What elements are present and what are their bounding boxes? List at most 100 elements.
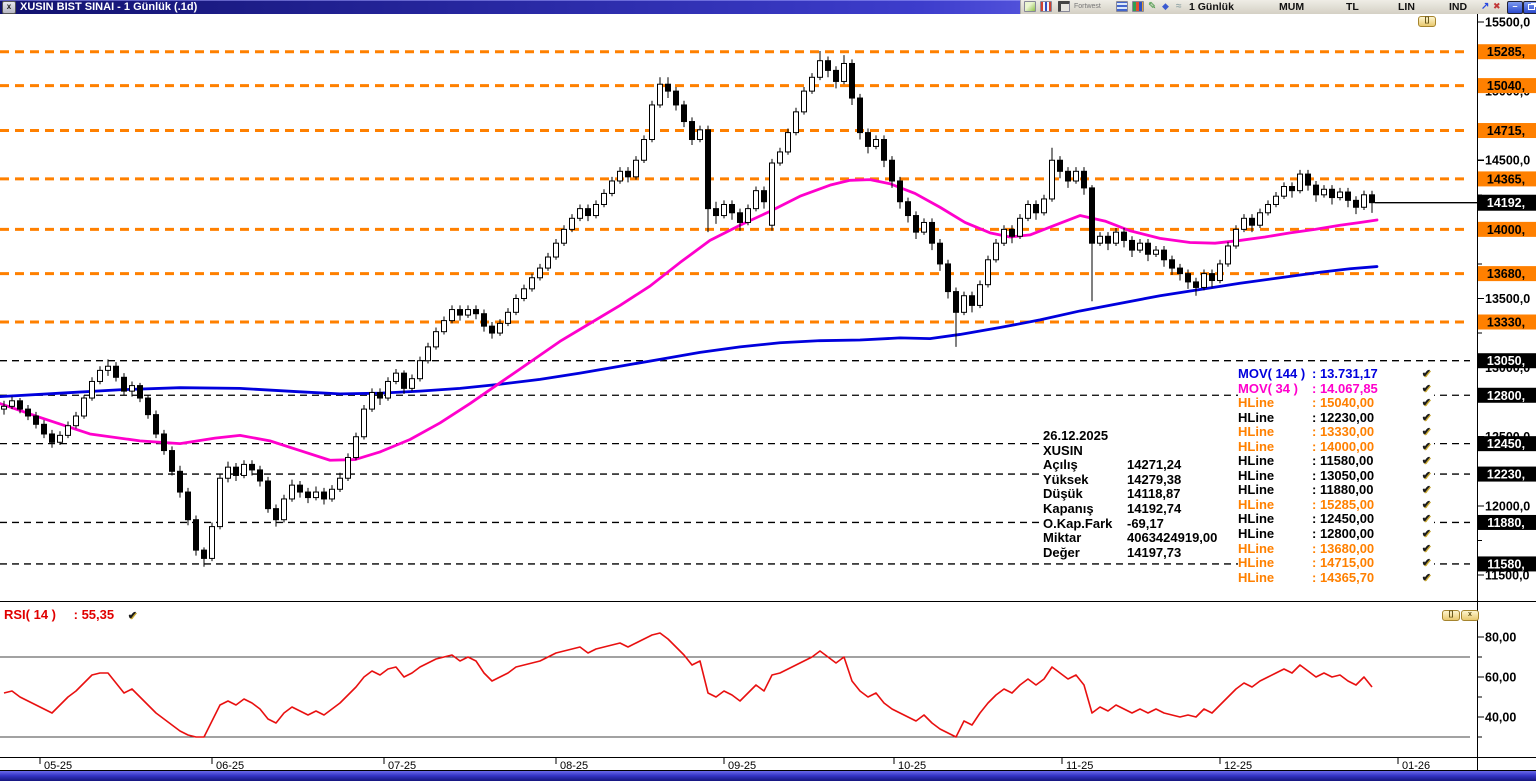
chart-close-icon[interactable]: x — [2, 1, 16, 14]
legend-row[interactable]: HLine: 11880,00 ✔ — [1238, 483, 1434, 498]
legend-row[interactable]: HLine: 15285,00 ✔ — [1238, 497, 1434, 513]
hline-price-chip[interactable] — [1478, 556, 1536, 572]
legend-visibility-check-icon[interactable]: ✔ — [1421, 513, 1431, 526]
legend-row[interactable]: HLine: 15040,00 ✔ — [1238, 395, 1434, 411]
candle — [305, 491, 311, 499]
legend-visibility-check-icon[interactable]: ✔ — [1421, 528, 1431, 541]
current-price-chip — [1478, 194, 1536, 211]
info-row: Değer 14197,73 — [1043, 545, 1239, 561]
legend-visibility-check-icon[interactable]: ✔ — [1421, 542, 1431, 555]
rsi-axis-label: 40,00 — [1485, 711, 1516, 725]
hline-price-chip-label: 12800, — [1487, 389, 1525, 403]
month-label: 01-26 — [1402, 760, 1430, 772]
hline-price-chip[interactable] — [1478, 353, 1536, 369]
chart-style-icon[interactable] — [1040, 1, 1052, 12]
candle — [1233, 228, 1239, 247]
chart-type-button[interactable]: MUM — [1279, 1, 1305, 13]
restore-button[interactable] — [1523, 1, 1536, 14]
legend-visibility-check-icon[interactable]: ✔ — [1421, 440, 1431, 453]
candle — [1025, 203, 1031, 219]
compass-icon[interactable]: ◆ — [1162, 1, 1169, 11]
hline-price-chip[interactable] — [1478, 44, 1536, 60]
hline-price-chip[interactable] — [1478, 221, 1536, 237]
legend-row[interactable]: HLine: 11580,00 ✔ — [1238, 454, 1434, 469]
hline-price-chip-label: 11880, — [1487, 516, 1525, 530]
rsi-panel-maximize-button[interactable]: [] — [1442, 610, 1460, 621]
hline-price-chip[interactable] — [1478, 314, 1536, 330]
hline-price-chip[interactable] — [1478, 123, 1536, 139]
minimize-button[interactable]: – — [1507, 1, 1523, 14]
candle — [1329, 188, 1335, 199]
hline-price-chip-label: 12230, — [1487, 468, 1525, 482]
rsi-visibility-check-icon[interactable]: ✔ — [127, 610, 137, 622]
legend-row[interactable]: HLine: 12450,00 ✔ — [1238, 512, 1434, 527]
candle — [1, 405, 7, 410]
candle — [1217, 263, 1223, 282]
mov144-line[interactable] — [0, 265, 1379, 399]
candle — [137, 385, 143, 399]
page-setup-icon[interactable] — [1024, 1, 1036, 12]
rsi-panel-close-button[interactable]: x — [1461, 610, 1479, 621]
legend-visibility-check-icon[interactable]: ✔ — [1421, 455, 1431, 468]
hline-price-chip[interactable] — [1478, 171, 1536, 187]
tools-icon[interactable]: ✖ — [1493, 1, 1501, 11]
legend-row[interactable]: HLine: 14000,00 ✔ — [1238, 439, 1434, 455]
legend-visibility-check-icon[interactable]: ✔ — [1421, 397, 1431, 410]
indicator-button[interactable]: IND — [1449, 1, 1468, 13]
currency-button[interactable]: TL — [1346, 1, 1359, 13]
hline-price-chip[interactable] — [1478, 266, 1536, 282]
candle — [937, 242, 943, 265]
candle — [1145, 242, 1151, 255]
candle — [153, 414, 159, 435]
chart-colors-icon[interactable] — [1132, 1, 1144, 12]
draw-pencil-icon[interactable]: ✎ — [1148, 1, 1157, 12]
legend-visibility-check-icon[interactable]: ✔ — [1421, 571, 1431, 584]
hline-price-chip[interactable] — [1478, 387, 1536, 403]
legend-row[interactable]: HLine: 13330,00 ✔ — [1238, 424, 1434, 440]
info-row: Miktar 4063424919,00 — [1043, 531, 1239, 546]
hline-price-chip[interactable] — [1478, 78, 1536, 94]
candle — [201, 549, 207, 559]
legend-value: : 12800,00 — [1312, 526, 1375, 542]
template-icon[interactable] — [1058, 1, 1070, 12]
candle — [425, 346, 431, 362]
link-arrow-icon[interactable]: ↗ — [1481, 1, 1490, 12]
legend-visibility-check-icon[interactable]: ✔ — [1421, 469, 1431, 482]
legend-name: HLine — [1238, 482, 1275, 498]
candle — [601, 192, 607, 205]
legend-name: MOV( 144 ) — [1238, 366, 1306, 381]
legend-row[interactable]: HLine: 13680,00 ✔ — [1238, 541, 1434, 557]
legend-visibility-check-icon[interactable]: ✔ — [1421, 368, 1431, 380]
hline-price-chip[interactable] — [1478, 466, 1536, 482]
candle — [1065, 170, 1071, 182]
info-label: Yüksek — [1043, 471, 1089, 487]
info-label: XUSIN — [1043, 442, 1083, 458]
grid-settings-icon[interactable] — [1116, 1, 1128, 12]
mov34-line[interactable] — [0, 178, 1379, 462]
candle — [1369, 194, 1375, 204]
legend-row[interactable]: HLine: 14365,70 ✔ — [1238, 570, 1434, 586]
main-panel-maximize-button[interactable]: [] — [1418, 16, 1436, 27]
legend-visibility-check-icon[interactable]: ✔ — [1421, 498, 1431, 511]
legend-visibility-check-icon[interactable]: ✔ — [1421, 411, 1431, 424]
legend-name: HLine — [1238, 526, 1275, 542]
legend-row[interactable]: HLine : 12800,00 ✔ — [1238, 526, 1434, 542]
hline-price-chip[interactable] — [1478, 514, 1536, 530]
legend-row[interactable]: MOV( 144 ): 13.731,17 ✔ — [1238, 366, 1434, 382]
legend-row[interactable]: HLine: 14715,00 ✔ — [1238, 555, 1434, 571]
legend-row[interactable]: HLine: 12230,00 ✔ — [1238, 410, 1434, 426]
legend-row[interactable]: MOV( 34 ): 14.067,85 ✔ — [1238, 381, 1434, 397]
scale-button[interactable]: LIN — [1398, 1, 1415, 13]
legend-visibility-check-icon[interactable]: ✔ — [1421, 382, 1431, 395]
legend-visibility-check-icon[interactable]: ✔ — [1421, 426, 1431, 439]
legend-visibility-check-icon[interactable]: ✔ — [1421, 557, 1431, 570]
wave-icon[interactable]: ≈ — [1176, 1, 1182, 12]
candle — [225, 466, 231, 479]
candle — [49, 433, 55, 443]
legend-visibility-check-icon[interactable]: ✔ — [1421, 484, 1431, 497]
candle — [1081, 170, 1087, 189]
hline-price-chip[interactable] — [1478, 436, 1536, 452]
legend-row[interactable]: HLine: 13050,00 ✔ — [1238, 468, 1434, 484]
hline-price-chip-label: 14715, — [1487, 124, 1525, 138]
period-button[interactable]: 1 Günlük — [1189, 1, 1234, 13]
